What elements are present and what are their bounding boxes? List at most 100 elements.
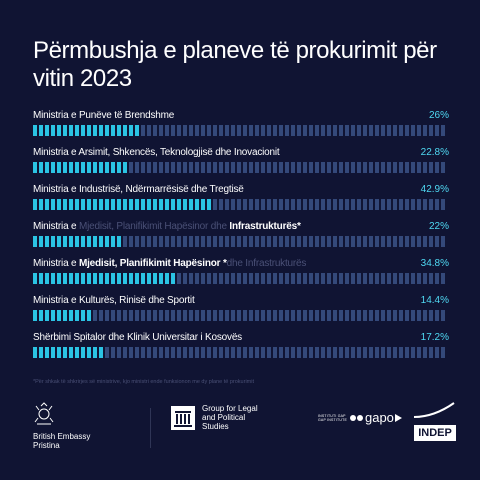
bar-segment-empty <box>441 310 445 321</box>
bar-segment-empty <box>309 199 313 210</box>
bar-segment-filled <box>87 162 91 173</box>
bar-segment-filled <box>99 347 103 358</box>
bar-segment-filled <box>57 273 61 284</box>
bar-segment-empty <box>393 125 397 136</box>
bar-segment-empty <box>159 125 163 136</box>
bar-segment-empty <box>201 125 205 136</box>
bar-segment-empty <box>225 310 229 321</box>
bar-segment-empty <box>183 347 187 358</box>
bar-segment-filled <box>87 236 91 247</box>
bar-segment-empty <box>153 347 157 358</box>
bar-segment-empty <box>183 162 187 173</box>
bar-segment-empty <box>345 310 349 321</box>
bar-segment-empty <box>177 236 181 247</box>
bar-segment-empty <box>417 236 421 247</box>
bar-segment-empty <box>351 125 355 136</box>
bar-segment-empty <box>285 236 289 247</box>
bar-segment-empty <box>303 310 307 321</box>
bar-segment-empty <box>399 273 403 284</box>
bar-segment-empty <box>309 347 313 358</box>
bar-segment-empty <box>435 125 439 136</box>
logo-divider <box>150 408 151 448</box>
bar-segment-empty <box>417 199 421 210</box>
bar-segment-filled <box>45 162 49 173</box>
bar-segment-empty <box>387 273 391 284</box>
bar-segment-empty <box>207 273 211 284</box>
bar-segment-empty <box>399 236 403 247</box>
bar-segment-filled <box>93 125 97 136</box>
bar-segment-empty <box>273 236 277 247</box>
bar-segment-filled <box>69 199 73 210</box>
bar-segment-empty <box>333 199 337 210</box>
bar-segment-filled <box>159 273 163 284</box>
bar-segment-empty <box>321 273 325 284</box>
bar-segment-empty <box>381 310 385 321</box>
bar-segment-empty <box>417 162 421 173</box>
bar-segment-empty <box>327 310 331 321</box>
bar-segment-empty <box>381 236 385 247</box>
bar-segment-filled <box>135 125 139 136</box>
bar-segment-filled <box>123 125 127 136</box>
bar-segment-filled <box>63 347 67 358</box>
bar-segment-empty <box>207 347 211 358</box>
bar-segment-empty <box>357 273 361 284</box>
bar-segment-empty <box>219 162 223 173</box>
bar-segment-filled <box>159 199 163 210</box>
bar <box>33 199 445 210</box>
bar-segment-empty <box>249 199 253 210</box>
bar-segment-filled <box>39 310 43 321</box>
bar-segment-empty <box>411 199 415 210</box>
gap-small-text: INSTITUTI GAP GAP INSTITUTE <box>318 413 347 422</box>
bar-segment-empty <box>399 310 403 321</box>
bar-segment-empty <box>405 273 409 284</box>
bar-segment-filled <box>39 199 43 210</box>
bar-segment-filled <box>45 347 49 358</box>
bar-segment-filled <box>117 162 121 173</box>
bar-segment-empty <box>105 347 109 358</box>
bar-segment-filled <box>63 125 67 136</box>
bar-segment-empty <box>321 162 325 173</box>
bar-segment-empty <box>195 273 199 284</box>
bar-segment-empty <box>231 347 235 358</box>
gap-wordmark: gapo <box>364 410 394 425</box>
bar-segment-empty <box>399 162 403 173</box>
bar-segment-empty <box>273 125 277 136</box>
bar-segment-empty <box>357 236 361 247</box>
bar-segment-empty <box>345 199 349 210</box>
bar-segment-empty <box>387 347 391 358</box>
bar-segment-empty <box>411 236 415 247</box>
bar-segment-empty <box>111 347 115 358</box>
indep-mark-icon <box>413 402 455 418</box>
bar-segment-empty <box>315 236 319 247</box>
category-label: Ministria e Mjedisit, Planifikimit Hapës… <box>33 221 413 233</box>
bar-segment-empty <box>363 162 367 173</box>
bar-segment-empty <box>165 310 169 321</box>
bar <box>33 162 445 173</box>
bar-segment-empty <box>375 162 379 173</box>
bar-segment-empty <box>249 273 253 284</box>
bar-segment-empty <box>237 162 241 173</box>
bar-segment-empty <box>249 310 253 321</box>
bar-segment-empty <box>213 273 217 284</box>
bar-segment-empty <box>417 125 421 136</box>
bar-segment-empty <box>327 199 331 210</box>
bar-segment-empty <box>297 273 301 284</box>
bar-segment-empty <box>171 162 175 173</box>
bar-segment-empty <box>279 236 283 247</box>
chart-row: Ministria e Arsimit, Shkencës, Teknologj… <box>33 147 449 184</box>
bar-segment-filled <box>39 125 43 136</box>
bar-segment-empty <box>441 125 445 136</box>
bar-segment-empty <box>351 199 355 210</box>
bar-segment-empty <box>393 347 397 358</box>
bar-segment-empty <box>123 236 127 247</box>
bar-segment-empty <box>201 273 205 284</box>
bar-segment-empty <box>159 347 163 358</box>
bar-segment-empty <box>297 236 301 247</box>
bar-segment-empty <box>219 199 223 210</box>
value-label: 26% <box>428 110 449 121</box>
bar-segment-filled <box>165 199 169 210</box>
bar-segment-filled <box>129 273 133 284</box>
bar-segment-empty <box>135 162 139 173</box>
bar-segment-empty <box>285 273 289 284</box>
bar-segment-empty <box>423 310 427 321</box>
